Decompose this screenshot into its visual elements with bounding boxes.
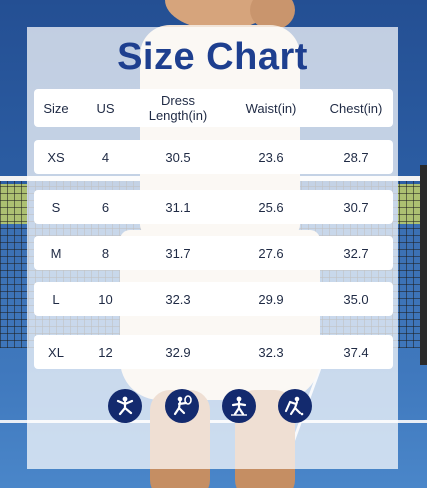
cell-us: 10 <box>98 291 113 307</box>
cell-waist: 32.3 <box>258 344 284 360</box>
table-row: L 10 32.3 29.9 35.0 <box>34 282 393 316</box>
cell-waist: 27.6 <box>258 245 284 261</box>
cell-us: 8 <box>101 245 110 261</box>
cell-us: 6 <box>101 199 110 215</box>
cell-chest: 28.7 <box>343 149 369 165</box>
header-dress-length: Dress Length(in) <box>133 89 223 127</box>
cell-chest: 32.7 <box>343 245 369 261</box>
header-dress-line1: Dress <box>161 93 195 108</box>
activity-icons <box>106 389 316 425</box>
header-size: Size <box>43 100 69 116</box>
net-post <box>420 165 427 365</box>
table-row: S 6 31.1 25.6 30.7 <box>34 190 393 224</box>
cell-waist: 25.6 <box>258 199 284 215</box>
cell-chest: 37.4 <box>343 344 369 360</box>
cell-dress: 31.7 <box>165 245 191 261</box>
cell-dress: 30.5 <box>165 149 191 165</box>
cell-size: M <box>50 245 62 261</box>
cell-dress: 32.3 <box>165 291 191 307</box>
cell-size: XS <box>47 149 65 165</box>
header-chest: Chest(in) <box>329 100 383 116</box>
cell-us: 12 <box>98 344 113 360</box>
cell-chest: 35.0 <box>343 291 369 307</box>
page-title: Size Chart <box>117 36 308 78</box>
table-row: M 8 31.7 27.6 32.7 <box>34 236 393 270</box>
tennis-icon <box>165 389 199 423</box>
cell-size: S <box>51 199 61 215</box>
workout-icon <box>222 389 256 423</box>
table-row: XS 4 30.5 23.6 28.7 <box>34 140 393 174</box>
cell-dress: 32.9 <box>165 344 191 360</box>
cell-size: XL <box>48 344 64 360</box>
header-us: US <box>96 100 115 116</box>
cell-chest: 30.7 <box>343 199 369 215</box>
cell-us: 4 <box>101 149 110 165</box>
table-row: XL 12 32.9 32.3 37.4 <box>34 335 393 369</box>
header-waist: Waist(in) <box>245 100 297 116</box>
cell-waist: 23.6 <box>258 149 284 165</box>
cell-waist: 29.9 <box>258 291 284 307</box>
table-header: Size US Dress Length(in) Waist(in) Chest… <box>34 89 393 127</box>
golf-icon <box>278 389 312 423</box>
cell-size: L <box>52 291 60 307</box>
header-dress-line2: Length(in) <box>148 108 208 123</box>
cell-dress: 31.1 <box>165 199 191 215</box>
yoga-icon <box>108 389 142 423</box>
